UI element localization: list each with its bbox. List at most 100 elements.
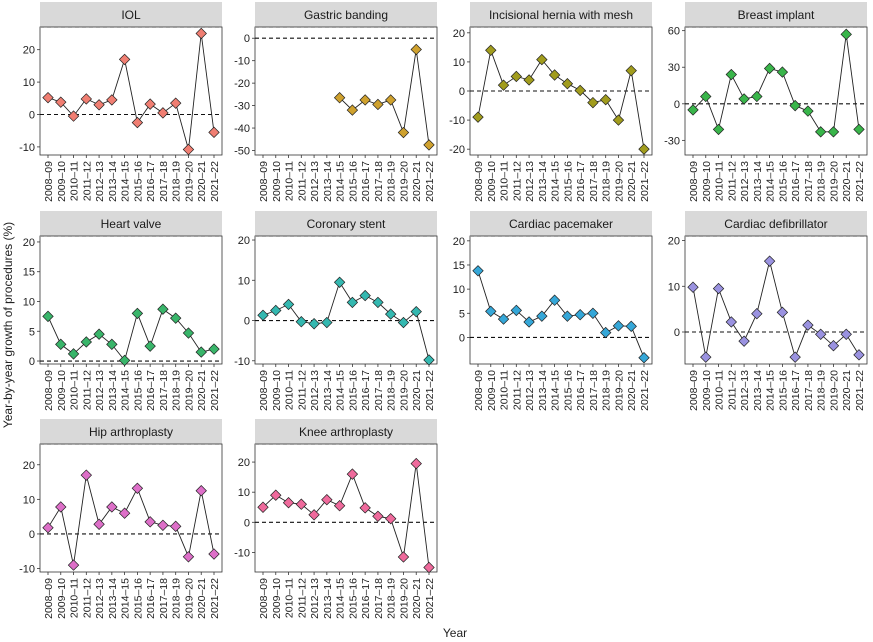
data-point [397,316,410,329]
data-point [497,79,510,91]
panel: Cardiac defibrillator 0 10 20 2008–09 2009–10… [668,211,868,411]
data-point [625,320,637,333]
data-point [840,28,852,41]
y-tick-label: 0 [459,332,465,344]
data-point [536,53,548,66]
x-tick-label: 2019–20 [613,161,625,202]
y-tick-label: 10 [23,77,35,89]
panel: Heart valve 0 5 10 15 20 2008–09 2009–10 2010–11… [23,211,223,411]
y-tick-label: 20 [453,28,465,40]
data-point [359,289,371,302]
x-tick-label: 2009–10 [486,370,498,411]
x-tick-label: 2019–20 [613,370,625,411]
x-tick-label: 2008–09 [473,370,485,411]
panel-strip [255,2,437,27]
x-tick-label: 2021–22 [854,370,866,411]
data-point [131,116,144,129]
y-tick-label: 20 [238,457,250,469]
data-point [599,326,612,339]
panel-strip [40,211,222,236]
y-tick-label: 10 [238,487,250,499]
data-point [195,346,207,358]
panel-frame [39,235,223,365]
x-tick-label: 2016–17 [145,578,157,619]
data-point [144,340,156,352]
data-point [93,99,105,111]
y-tick-label: 20 [238,235,250,247]
data-point [372,296,384,309]
y-tick-label: 0 [29,109,35,121]
x-tick-label: 2013–14 [107,578,119,619]
data-point [423,139,435,151]
panel: Coronary stent -10 0 10 20 2008–09 2009–10 2010… [234,211,438,411]
data-point [118,53,131,66]
x-tick-label: 2016–17 [145,161,157,202]
x-tick-label: 2019–20 [398,161,410,202]
x-tick-label: 2010–11 [284,578,296,618]
x-tick-label: 2012–13 [309,370,321,411]
x-tick-label: 2016–17 [790,161,802,202]
x-tick-label: 2015–16 [347,370,359,411]
x-tick-label: 2013–14 [107,370,119,411]
data-point [548,69,561,81]
x-tick-label: 2011–12 [511,370,523,410]
x-tick-label: 2014–15 [120,370,132,411]
data-point [725,316,738,328]
x-tick-label: 2015–16 [562,370,574,411]
x-tick-label: 2018–19 [386,370,398,411]
data-point [472,111,484,123]
x-tick-label: 2018–19 [386,161,398,202]
data-point [561,78,574,90]
x-tick-label: 2013–14 [322,370,334,411]
x-tick-label: 2013–14 [752,370,764,411]
x-tick-label: 2013–14 [537,370,549,411]
x-tick-label: 2013–14 [537,161,549,202]
data-point [346,468,359,480]
y-tick-label: 10 [238,275,250,287]
y-tick-label: 0 [674,99,680,111]
data-point [346,296,359,309]
data-point [80,93,93,105]
data-point [333,500,346,512]
y-tick-label: 60 [668,26,680,38]
x-tick-label: 2011–12 [81,161,93,201]
x-tick-label: 2010–11 [69,578,81,618]
y-tick-label: -50 [234,146,250,158]
data-point [321,316,333,329]
data-point [372,510,384,522]
x-tick-label: 2011–12 [296,161,308,201]
data-point [359,94,371,106]
data-point [308,318,320,330]
x-tick-label: 2017–18 [588,161,600,202]
data-point [169,97,182,109]
x-tick-label: 2021–22 [424,161,436,202]
data-point [157,107,169,119]
x-tick-label: 2010–11 [499,370,511,410]
data-point [638,352,650,364]
x-tick-label: 2016–17 [360,370,372,411]
data-point [195,485,207,497]
x-tick-label: 2020–21 [411,370,423,411]
y-tick-label: 10 [23,494,35,506]
data-point [410,305,422,318]
data-point [802,319,814,331]
y-tick-label: 0 [244,517,250,529]
panel-strip [40,2,222,27]
x-tick-label: 2008–09 [688,370,700,411]
y-tick-label: -20 [449,144,465,156]
panel-title: IOL [121,8,141,22]
data-point [497,313,510,325]
y-tick-label: -10 [19,564,35,576]
y-tick-label: 10 [453,284,465,296]
data-point [814,328,827,340]
panel-strip [40,419,222,444]
x-tick-label: 2018–19 [816,161,828,202]
y-tick-label: 15 [23,267,35,279]
data-point [612,320,625,332]
y-tick-label: 20 [453,236,465,248]
data-point [118,354,131,367]
x-tick-label: 2015–16 [777,370,789,411]
x-tick-label: 2021–22 [209,161,221,202]
x-tick-label: 2020–21 [626,161,638,202]
